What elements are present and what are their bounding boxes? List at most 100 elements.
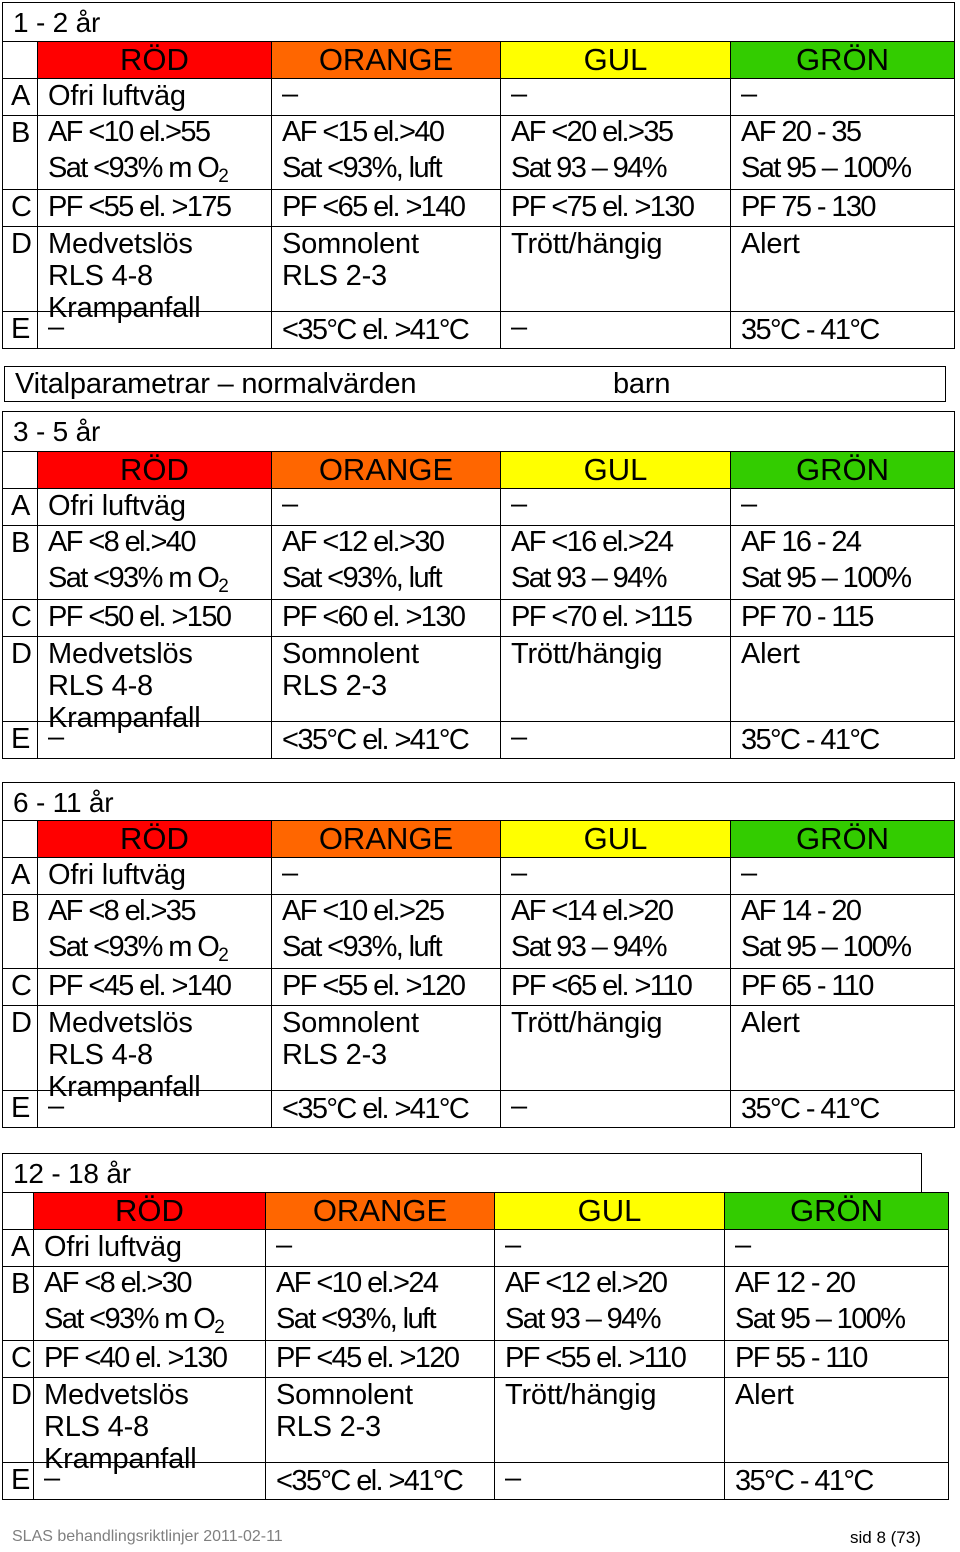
table-cell: 35°C - 41°C <box>730 312 954 348</box>
pulse-rate: PF <70 el. >115 <box>511 601 693 633</box>
table-cell: AF <10 el.>24 Sat <93%, luft <box>265 1267 494 1340</box>
saturation-oxygen: Sat <93% m O2 <box>48 562 229 596</box>
row-letter: A <box>11 1231 31 1263</box>
saturation: Sat <93%, luft <box>282 931 443 963</box>
table-cell: – <box>500 857 730 894</box>
pulse-rate: PF <40 el. >130 <box>44 1342 228 1374</box>
saturation-text: Sat <93% m O <box>48 931 220 963</box>
table-row: E – <35°C el. >41°C –35°C - 41°C <box>3 1090 954 1127</box>
table-cell: Ofri luftväg <box>37 79 271 115</box>
header-cell-red: RÖD <box>37 821 271 857</box>
airway-label: Ofri luftväg <box>48 490 186 522</box>
table-row: A Ofri luftväg – – – <box>3 488 954 525</box>
table-cell: – <box>500 311 730 348</box>
table-cell: – <box>730 857 954 894</box>
resp-rate: AF 14 - 20 <box>741 895 862 927</box>
dash: – <box>282 488 298 520</box>
consciousness: Medvetslös <box>48 638 193 670</box>
dash: – <box>48 311 64 343</box>
table-cell: C <box>3 600 37 636</box>
dash: – <box>505 1462 521 1494</box>
resp-rate: AF <15 el.>40 <box>282 116 445 148</box>
pulse-rate: PF <60 el. >130 <box>282 601 466 633</box>
saturation: Sat <93%, luft <box>276 1303 437 1335</box>
row-letter: D <box>11 1007 32 1039</box>
table-cell: AF 12 - 20 Sat 95 – 100% <box>724 1267 948 1340</box>
pulse-rate: PF 75 - 130 <box>741 191 877 223</box>
consciousness: Trött/hängig <box>511 638 663 670</box>
vital-table: RÖD ORANGE GUL GRÖN A Ofri luftväg – – – B AF <10 … <box>2 41 955 349</box>
header-row: RÖD ORANGE GUL GRÖN <box>3 1193 948 1229</box>
section-title: 3 - 5 år <box>13 416 101 447</box>
table-row: B AF <8 el.>30 Sat <93% m O2 AF <10 el.>24 S… <box>3 1266 948 1340</box>
vital-table: RÖD ORANGE GUL GRÖN A Ofri luftväg – – – B AF <8 e… <box>2 451 955 759</box>
table-cell: – <box>500 488 730 525</box>
table-cell: A <box>3 489 37 525</box>
table-cell: PF <45 el. >120 <box>265 1341 494 1377</box>
o2-subscript: 2 <box>214 1317 225 1338</box>
dash: – <box>511 311 527 343</box>
dash: – <box>741 78 757 110</box>
table-row: B AF <10 el.>55 Sat <93% m O2 AF <15 el.>40… <box>3 115 954 189</box>
rls: RLS 4-8 <box>48 670 153 702</box>
table-cell: B <box>3 895 37 968</box>
row-letter: E <box>11 723 31 755</box>
level-header: ORANGE <box>318 452 454 487</box>
resp-rate: AF <20 el.>35 <box>511 116 674 148</box>
table-cell: AF <10 el.>55 Sat <93% m O2 <box>37 116 271 189</box>
table-cell: E <box>3 312 37 348</box>
level-header: ORANGE <box>318 821 454 856</box>
rls: RLS 4-8 <box>44 1411 149 1443</box>
consciousness: Trött/hängig <box>505 1379 657 1411</box>
table-cell: PF <70 el. >115 <box>500 600 730 636</box>
level-header: GUL <box>583 42 648 77</box>
temperature: 35°C - 41°C <box>741 1093 880 1125</box>
resp-rate: AF <10 el.>25 <box>282 895 445 927</box>
section-title-box: 6 - 11 år <box>2 782 955 821</box>
table-cell: Alert <box>730 1006 954 1090</box>
table-cell: Somnolent RLS 2-3 <box>271 637 500 721</box>
header-corner <box>3 42 37 78</box>
vital-table: RÖD ORANGE GUL GRÖN A Ofri luftväg – – – B AF <8 e… <box>2 1192 949 1500</box>
row-letter: B <box>11 117 31 149</box>
section-title: 12 - 18 år <box>13 1158 131 1189</box>
dash: – <box>511 488 527 520</box>
table-cell: A <box>3 79 37 115</box>
airway-label: Ofri luftväg <box>48 80 186 112</box>
resp-rate: AF <12 el.>30 <box>282 526 445 558</box>
table-row: C PF <55 el. >175 PF <65 el. >140 PF <75 el… <box>3 189 954 226</box>
seizure: Krampanfall <box>48 1071 201 1103</box>
temperature: 35°C - 41°C <box>741 314 880 346</box>
table-cell: PF <55 el. >110 <box>494 1341 724 1377</box>
rls: RLS 4-8 <box>48 260 153 292</box>
resp-rate: AF <14 el.>20 <box>511 895 674 927</box>
dash: – <box>48 721 64 753</box>
table-row: A Ofri luftväg – – – <box>3 857 954 894</box>
table-row: C PF <45 el. >140 PF <55 el. >120 PF <65 el… <box>3 968 954 1005</box>
table-cell: E <box>3 1463 33 1499</box>
table-cell: – <box>730 78 954 115</box>
table-cell: AF 16 - 24 Sat 95 – 100% <box>730 526 954 599</box>
table-row: D Medvetslös RLS 4-8 Krampanfall Somnolent RL… <box>3 1005 954 1103</box>
saturation-text: Sat <93% m O <box>48 152 220 184</box>
row-letter: A <box>11 80 31 112</box>
seizure: Krampanfall <box>48 292 201 324</box>
row-letter: E <box>11 313 31 345</box>
table-cell: PF <40 el. >130 <box>33 1341 265 1377</box>
header-row: RÖD ORANGE GUL GRÖN <box>3 821 954 857</box>
dash: – <box>511 857 527 889</box>
table-cell: – <box>730 488 954 525</box>
table-cell: 35°C - 41°C <box>730 722 954 758</box>
level-header: GRÖN <box>796 452 889 487</box>
rls: RLS 2-3 <box>282 1039 387 1071</box>
pulse-rate: PF <55 el. >175 <box>48 191 232 223</box>
rls: RLS 2-3 <box>282 670 387 702</box>
footer-page-number: sid 8 (73) <box>850 1528 921 1547</box>
table-cell: – <box>271 488 500 525</box>
table-cell: A <box>3 858 37 894</box>
table-cell: – <box>37 721 271 758</box>
table-cell: C <box>3 190 37 226</box>
consciousness: Alert <box>741 638 800 670</box>
temperature: 35°C - 41°C <box>735 1465 874 1497</box>
dash: – <box>511 721 527 753</box>
